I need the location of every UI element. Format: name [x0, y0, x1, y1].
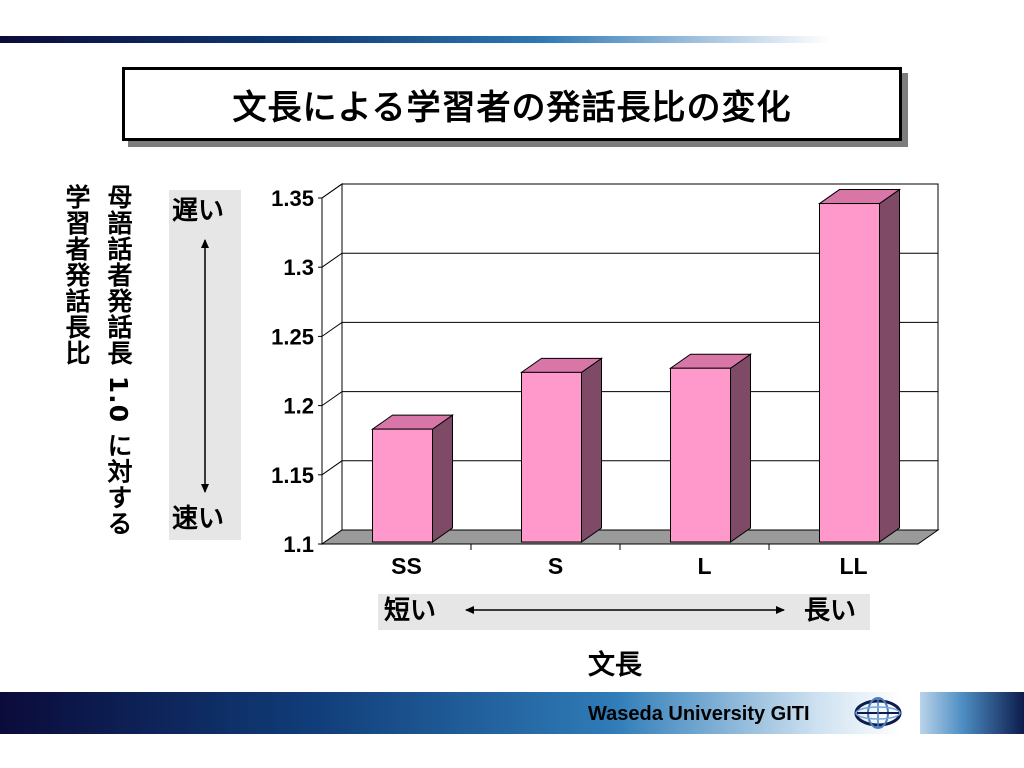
x-tick-label: LL — [839, 553, 867, 579]
footer-band — [0, 692, 1024, 734]
bar-side-LL — [879, 188, 900, 543]
y-tick-label: 1.15 — [271, 463, 314, 488]
gridline — [321, 252, 938, 268]
bar-side-L — [730, 353, 751, 543]
length-short-label: 短い — [384, 596, 437, 626]
y-tick-label: 1.35 — [271, 186, 314, 211]
speed-slow-label: 遅い — [172, 196, 225, 226]
bar-L — [670, 367, 731, 543]
gridline — [321, 321, 938, 337]
gridline — [321, 183, 938, 199]
bar-SS — [372, 428, 433, 543]
speed-fast-label: 速い — [172, 504, 225, 534]
bar-side-S — [581, 357, 602, 543]
top-accent-band — [0, 36, 830, 43]
chart-title: 文長による学習者の発話長比の変化 — [232, 87, 792, 128]
x-tick-label: L — [697, 553, 711, 579]
bar-side-SS — [432, 414, 453, 543]
x-tick-label: S — [548, 553, 563, 579]
title-box: 文長による学習者の発話長比の変化 — [122, 67, 902, 141]
bar-S — [521, 371, 582, 543]
y-tick-label: 1.2 — [283, 394, 314, 419]
bar-LL — [819, 203, 880, 543]
y-axis-label-native: 母語話者発話長 1.0 に対する — [104, 184, 133, 537]
globe-logo-icon — [854, 697, 902, 729]
y-tick-label: 1.25 — [271, 324, 314, 349]
footer-org-text: Waseda University GITI — [588, 703, 810, 725]
footer-right-band — [920, 692, 1024, 734]
x-tick-label: SS — [391, 553, 422, 579]
y-axis-label-learner: 学習者発話長比 — [62, 184, 91, 366]
y-tick-label: 1.3 — [283, 255, 314, 280]
y-tick-label: 1.1 — [283, 532, 314, 557]
length-long-label: 長い — [804, 596, 857, 626]
x-axis-title: 文長 — [588, 650, 642, 681]
plot-side-wall — [321, 183, 343, 545]
